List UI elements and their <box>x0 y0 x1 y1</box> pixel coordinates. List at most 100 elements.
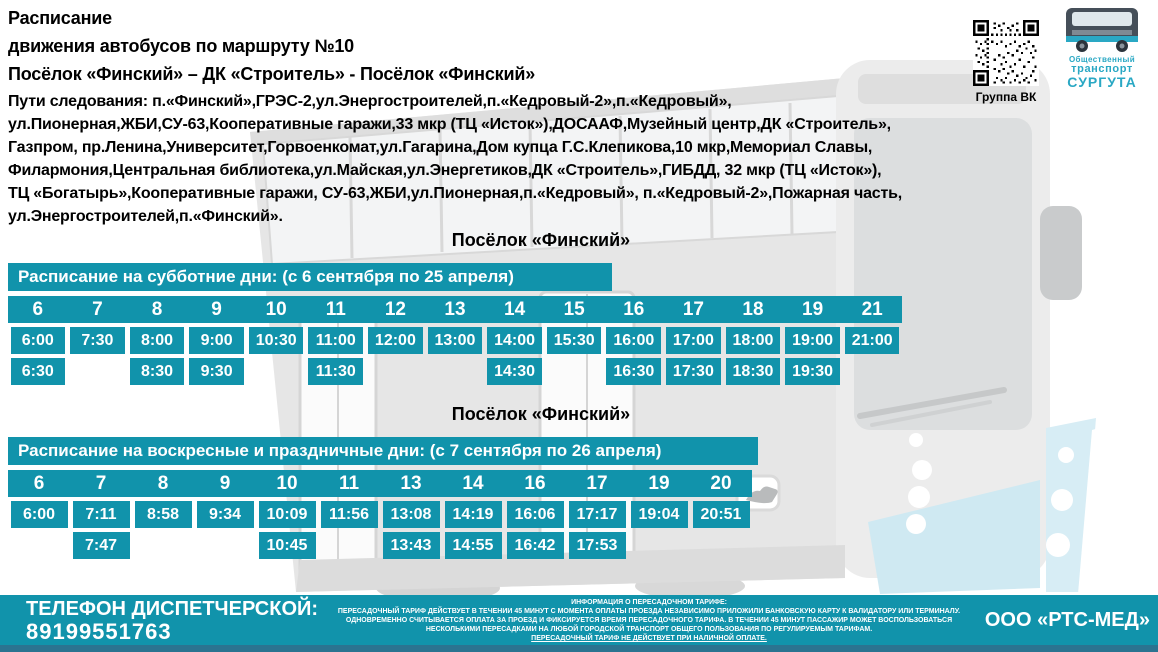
time-cell: 8:58 <box>134 501 192 528</box>
time-cell-empty <box>70 358 125 385</box>
transfer-tariff-info: ИНФОРМАЦИЯ О ПЕРЕСАДОЧНОМ ТАРИФЕ: ПЕРЕСА… <box>318 597 980 643</box>
hour-cell: 8 <box>151 298 163 320</box>
time-cell: 21:00 <box>844 327 900 354</box>
transfer-tariff-line: НЕСКОЛЬКИМИ ПЕРЕСАДКАМИ НА ЛЮБОЙ ГОРОДСК… <box>425 626 873 633</box>
time-cell-empty <box>11 532 68 559</box>
saturday-timetable: 6 7 8 9 10 11 12 13 14 15 16 17 18 19 21 6:00 7:30 8:00 9… <box>8 296 902 385</box>
section1-banner: Расписание на субботние дни: (с 6 сентяб… <box>8 263 612 291</box>
operator-company: ООО «РТС-МЕД» <box>984 608 1150 631</box>
section1-heading: Посёлок «Финский» <box>451 230 631 250</box>
route-path-line: ул.Пионерная,ЖБИ,СУ-63,Кооперативные гар… <box>8 116 891 133</box>
hour-cell: 18 <box>742 298 764 320</box>
time-cell: 11:00 <box>308 327 364 354</box>
vk-qr-caption: Группа ВК <box>975 90 1037 104</box>
hour-cell: 14 <box>462 472 484 494</box>
dispatcher-phone-number: 89199551763 <box>26 618 172 644</box>
hour-cell: 14 <box>504 298 526 320</box>
time-cell: 7:47 <box>72 532 130 559</box>
hour-cell: 11 <box>325 298 346 320</box>
time-cell: 16:06 <box>506 501 564 528</box>
poster-title-line1: Расписание <box>8 8 112 28</box>
hours-row: 6 7 8 9 10 11 12 13 14 15 16 17 18 19 21 <box>8 296 902 323</box>
hour-cell: 21 <box>861 298 883 320</box>
time-cell-empty <box>197 532 254 559</box>
hour-cell: 11 <box>338 472 360 494</box>
time-cell-empty <box>547 358 602 385</box>
time-cell: 15:30 <box>546 327 602 354</box>
time-cell: 10:45 <box>258 532 316 559</box>
logo-line3: СУРГУТА <box>1067 74 1137 90</box>
time-cell-empty <box>321 532 378 559</box>
time-cell-empty <box>693 532 750 559</box>
footer-bar: ТЕЛЕФОН ДИСПЕТЧЕРСКОЙ: 89199551763 ИНФОР… <box>0 595 1158 645</box>
logo-line2: транспорт <box>1071 63 1133 75</box>
hour-cell: 19 <box>648 472 670 494</box>
time-cell: 16:30 <box>606 358 662 385</box>
times-row-2: 7:47 10:45 13:43 14:55 16:42 17:53 <box>8 532 752 559</box>
time-cell: 11:30 <box>308 358 364 385</box>
header: Расписание движения автобусов по маршрут… <box>8 4 1154 228</box>
time-cell-empty <box>135 532 192 559</box>
hour-cell: 20 <box>710 472 732 494</box>
time-cell: 13:00 <box>427 327 483 354</box>
hour-cell: 13 <box>444 298 466 320</box>
time-cell-empty <box>428 358 483 385</box>
logo-line1: Общественный <box>1068 55 1136 64</box>
time-cell: 14:00 <box>487 327 542 354</box>
hour-cell: 8 <box>157 472 169 494</box>
hour-cell: 13 <box>400 472 422 494</box>
hour-cell: 10 <box>276 472 298 494</box>
time-cell: 19:30 <box>785 358 840 385</box>
bottom-strip <box>0 645 1158 652</box>
time-cell: 13:08 <box>382 501 440 528</box>
section2-heading: Посёлок «Финский» <box>451 404 631 424</box>
time-cell: 8:30 <box>129 358 185 385</box>
route-name: Посёлок «Финский» – ДК «Строитель» - Пос… <box>8 64 536 84</box>
time-cell-empty <box>631 532 688 559</box>
transfer-tariff-title: ИНФОРМАЦИЯ О ПЕРЕСАДОЧНОМ ТАРИФЕ: <box>571 599 727 606</box>
time-cell: 10:30 <box>248 327 304 354</box>
hour-cell: 12 <box>384 298 406 320</box>
time-cell: 6:00 <box>10 327 66 354</box>
vk-qr-code <box>973 20 1039 86</box>
time-cell: 18:30 <box>725 358 781 385</box>
transfer-tariff-line: ПЕРЕСАДОЧНЫЙ ТАРИФ НЕ ДЕЙСТВУЕТ ПРИ НАЛИ… <box>531 635 767 642</box>
time-cell: 16:00 <box>606 327 662 354</box>
dispatcher-phone-label: ТЕЛЕФОН ДИСПЕТЧЕРСКОЙ: <box>26 597 319 620</box>
transfer-tariff-line: ПЕРЕСАДОЧНЫЙ ТАРИФ ДЕЙСТВУЕТ В ТЕЧЕНИИ 4… <box>337 608 961 615</box>
hour-cell: 19 <box>802 298 824 320</box>
time-cell: 17:30 <box>666 358 721 385</box>
hour-cell: 17 <box>586 472 608 494</box>
time-cell: 9:34 <box>196 501 254 528</box>
time-cell: 12:00 <box>368 327 423 354</box>
times-row-1: 6:00 7:11 8:58 9:34 10:09 11:56 13:08 14:19 16:0… <box>8 501 752 528</box>
time-cell: 16:42 <box>506 532 564 559</box>
time-cell: 9:00 <box>189 327 244 354</box>
dispatcher-phone-block: ТЕЛЕФОН ДИСПЕТЧЕРСКОЙ: 89199551763 <box>0 598 318 643</box>
hour-cell: 15 <box>563 298 585 320</box>
time-cell: 6:00 <box>10 501 68 528</box>
poster-title-line2: движения автобусов по маршруту №10 <box>8 36 354 56</box>
hour-cell: 7 <box>92 298 103 320</box>
route-path: Пути следования: п.«Финский»,ГРЭС-2,ул.Э… <box>8 90 1154 228</box>
hours-row: 6 7 8 9 10 11 13 14 16 17 19 20 <box>8 470 752 497</box>
hour-cell: 17 <box>682 298 704 320</box>
time-cell: 14:55 <box>444 532 502 559</box>
time-cell-empty <box>845 358 900 385</box>
time-cell: 18:00 <box>725 327 781 354</box>
time-cell-empty <box>368 358 423 385</box>
times-row-2: 6:30 8:30 9:30 11:30 14:30 16:30 17:30 18:30 19:… <box>8 358 902 385</box>
bus-logo-icon <box>1066 8 1138 52</box>
time-cell: 19:00 <box>785 327 840 354</box>
section2-banner: Расписание на воскресные и праздничные д… <box>8 437 758 465</box>
route-path-line: Пути следования: п.«Финский»,ГРЭС-2,ул.Э… <box>8 93 732 110</box>
time-cell: 8:00 <box>129 327 185 354</box>
time-cell: 19:04 <box>630 501 688 528</box>
hour-cell: 16 <box>524 472 546 494</box>
hour-cell: 6 <box>32 298 44 320</box>
time-cell: 14:19 <box>444 501 502 528</box>
time-cell: 9:30 <box>189 358 244 385</box>
transfer-tariff-lines: ПЕРЕСАДОЧНЫЙ ТАРИФ ДЕЙСТВУЕТ В ТЕЧЕНИИ 4… <box>318 607 980 643</box>
time-cell: 10:09 <box>258 501 316 528</box>
